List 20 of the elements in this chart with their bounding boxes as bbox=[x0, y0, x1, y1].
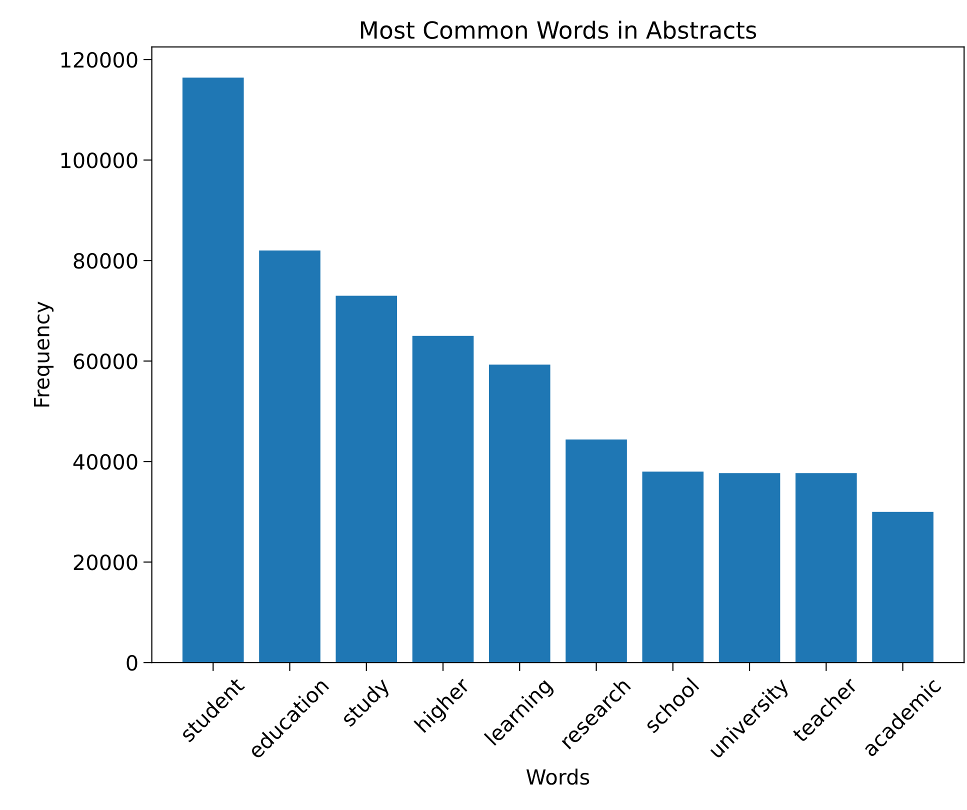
bar bbox=[796, 473, 857, 663]
bar bbox=[642, 472, 704, 663]
y-tick-label: 100000 bbox=[61, 152, 138, 168]
y-tick-label: 20000 bbox=[74, 554, 138, 570]
y-tick-label: 120000 bbox=[61, 52, 138, 68]
bar bbox=[718, 473, 780, 663]
bar bbox=[336, 296, 398, 663]
bar bbox=[488, 364, 550, 663]
chart-title: Most Common Words in Abstracts bbox=[360, 20, 756, 39]
x-axis-title: Words bbox=[526, 768, 590, 785]
bar bbox=[259, 250, 320, 663]
y-tick-label: 80000 bbox=[74, 253, 138, 269]
bar bbox=[872, 512, 934, 663]
bar bbox=[566, 439, 627, 663]
y-tick-label: 60000 bbox=[74, 354, 138, 370]
bar bbox=[412, 336, 474, 663]
y-axis-title: Frequency bbox=[34, 302, 54, 407]
bar bbox=[182, 78, 244, 663]
y-tick-label: 40000 bbox=[73, 454, 138, 470]
y-tick-label: 0 bbox=[126, 655, 138, 671]
